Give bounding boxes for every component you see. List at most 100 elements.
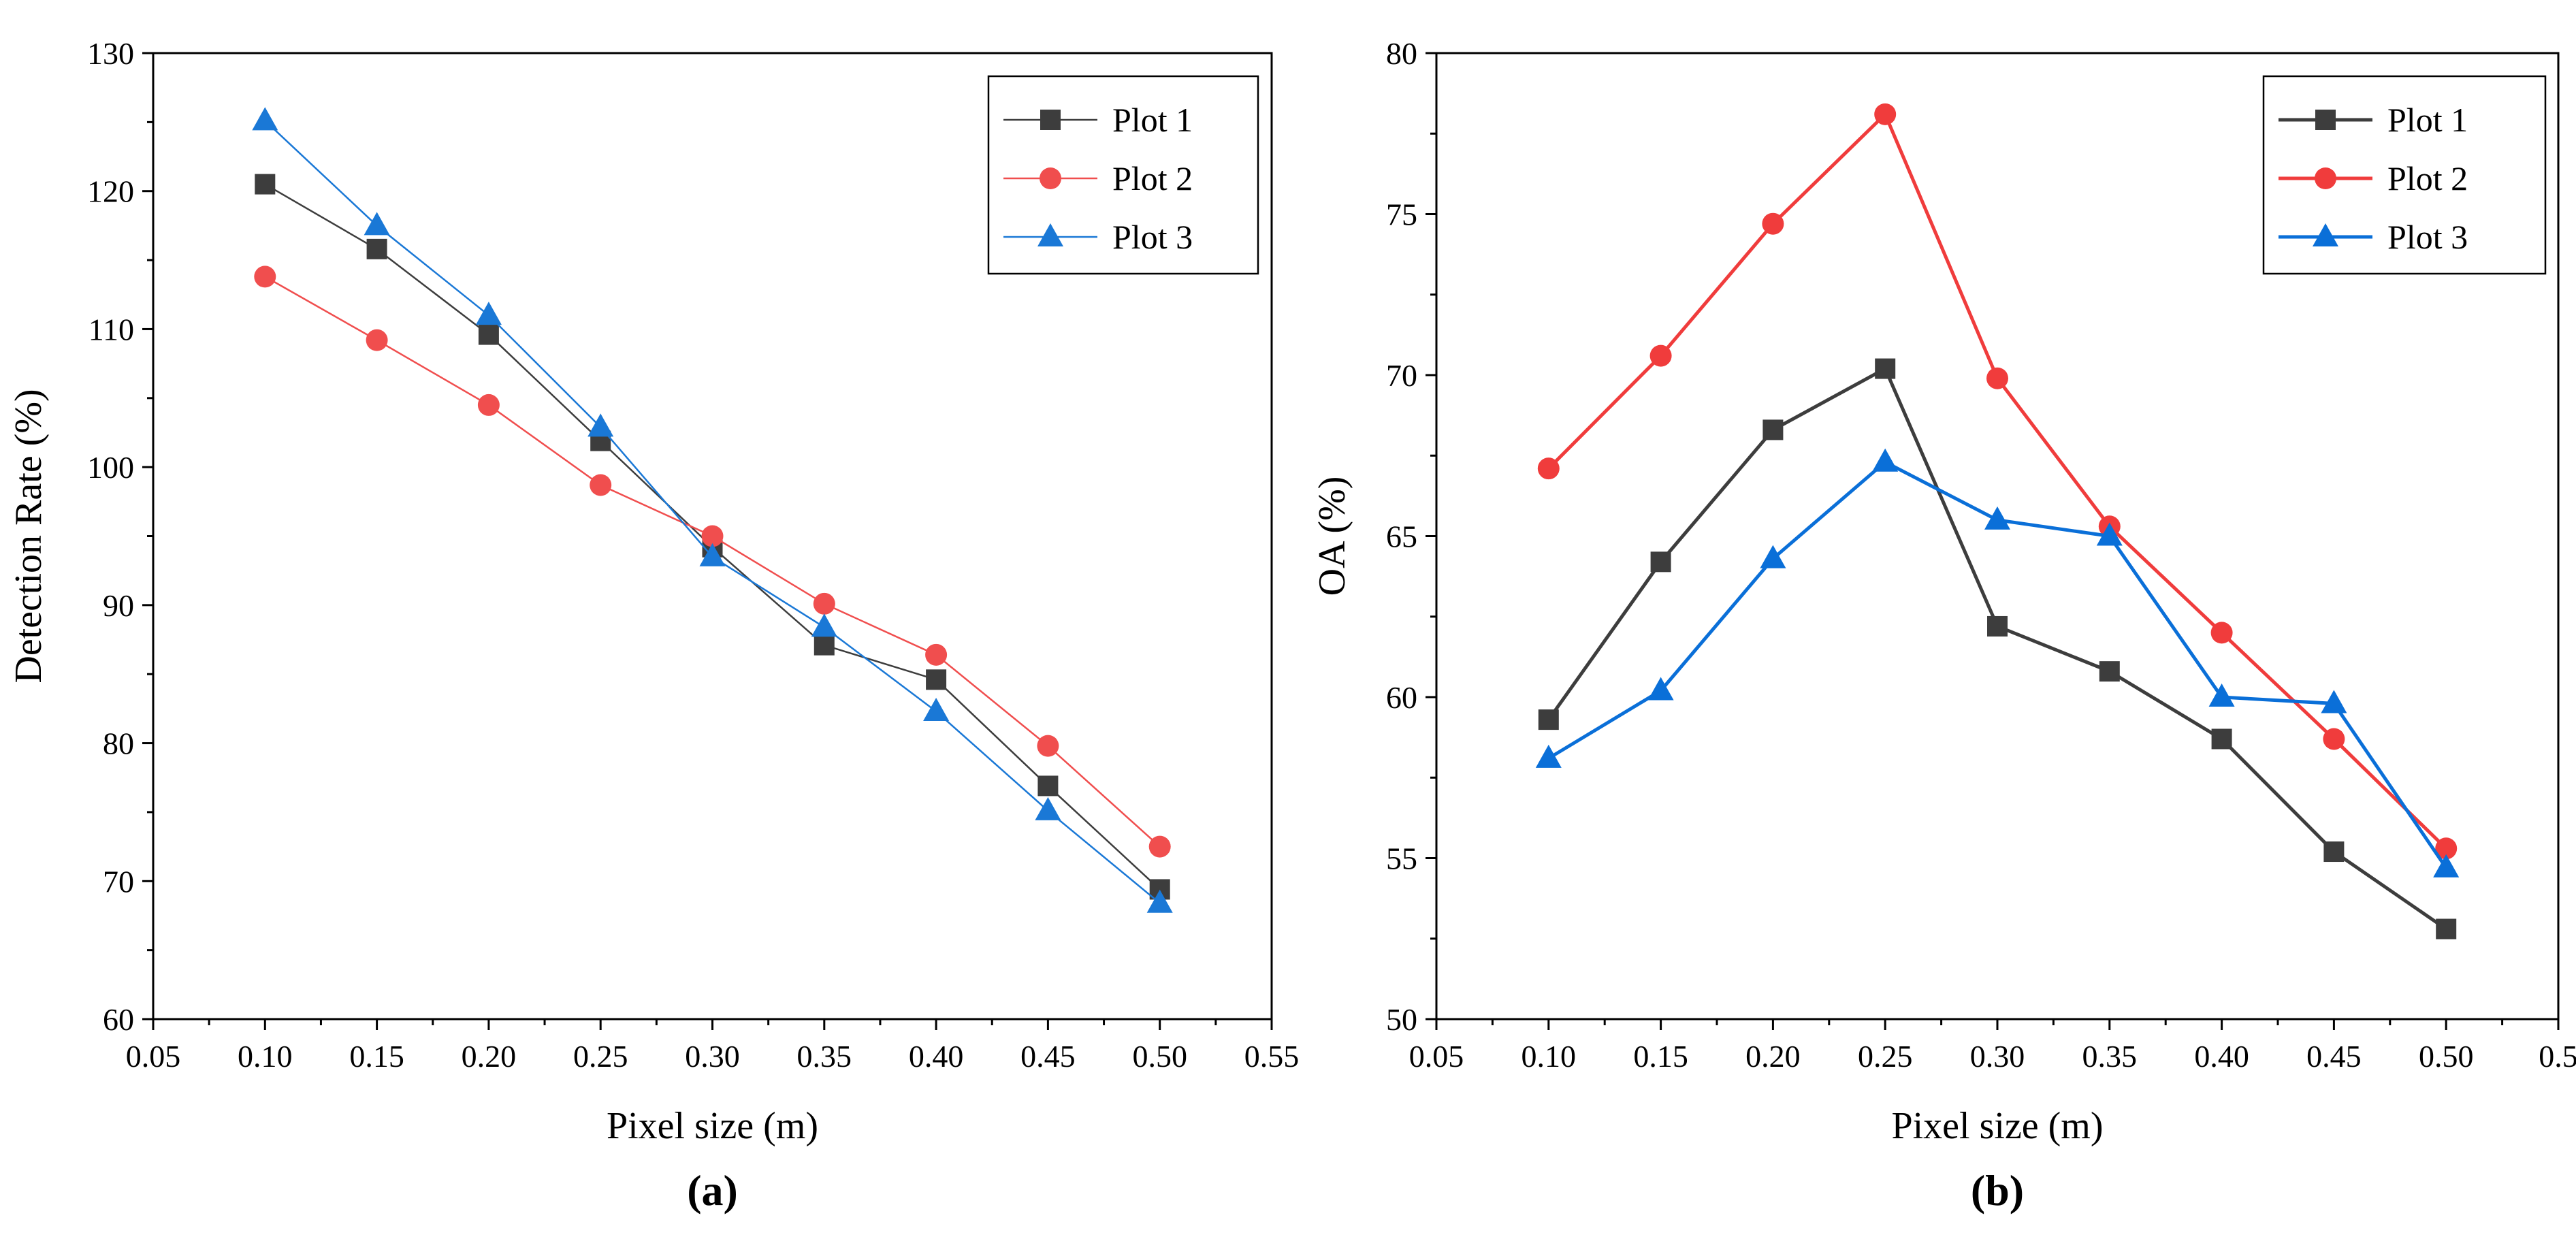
data-point: [1987, 615, 2008, 637]
y-tick-label: 70: [1386, 358, 1417, 393]
data-point: [926, 669, 947, 690]
legend-marker: [2315, 167, 2336, 189]
chart-panel-b: 0.05 0.10 0.15 0.20 0.25 0.30 0.35 0.40 0.45 0.50…: [1311, 36, 2576, 1215]
legend-marker: [2313, 223, 2338, 246]
data-point: [925, 643, 948, 666]
x-axis-title: Pixel size (m): [607, 1105, 818, 1147]
y-tick-label: 75: [1386, 197, 1417, 232]
legend-label: Plot 2: [1112, 159, 1193, 197]
data-point: [1146, 889, 1173, 913]
x-tick-label: 0.20: [462, 1039, 517, 1074]
x-tick-label: 0.05: [1409, 1039, 1464, 1074]
legend-marker: [2315, 110, 2336, 130]
series-line: [1547, 366, 2447, 931]
x-tick-label: 0.10: [1522, 1039, 1577, 1074]
data-point: [254, 266, 276, 288]
x-tick-label: 0.50: [1132, 1039, 1187, 1074]
data-point: [477, 393, 500, 416]
data-point: [478, 324, 499, 345]
y-tick-label: 55: [1386, 841, 1417, 876]
legend: Plot 1 Plot 2 Plot 3: [987, 75, 1259, 275]
x-tick-label: 0.10: [238, 1039, 293, 1074]
data-point: [2435, 837, 2458, 860]
data-point: [1875, 358, 1896, 379]
data-point: [587, 413, 614, 437]
legend-box: [987, 75, 1259, 275]
data-point: [1647, 677, 1674, 701]
y-tick-label: 110: [88, 312, 134, 347]
data-point: [1762, 419, 1784, 440]
data-point: [366, 329, 388, 351]
data-point: [1035, 797, 1061, 820]
series-3: [252, 107, 1173, 913]
data-point: [813, 592, 835, 615]
data-point: [2211, 728, 2232, 750]
legend-label: Plot 3: [2387, 218, 2468, 256]
data-point: [1037, 775, 1059, 797]
panel-label: (a): [687, 1166, 738, 1215]
data-point: [1537, 457, 1560, 480]
x-tick-label: 0.15: [349, 1039, 404, 1074]
x-tick-label: 0.25: [573, 1039, 628, 1074]
series-2: [1537, 103, 2458, 860]
x-tick-label: 0.40: [2194, 1039, 2249, 1074]
data-point: [1649, 344, 1672, 367]
data-point: [364, 212, 390, 236]
x-tick-label: 0.15: [1633, 1039, 1688, 1074]
series-1: [1538, 358, 2457, 939]
data-point: [1984, 506, 2010, 530]
y-tick-label: 65: [1386, 519, 1417, 554]
x-tick-label: 0.40: [909, 1039, 964, 1074]
data-point: [923, 697, 950, 721]
y-axis-title: Detection Rate (%): [7, 389, 50, 683]
y-tick-label: 120: [87, 174, 134, 209]
series-3: [1535, 448, 2460, 878]
y-tick-label: 80: [103, 726, 134, 761]
x-tick-label: 0.50: [2419, 1039, 2474, 1074]
data-point: [1650, 551, 1671, 573]
data-point: [2323, 841, 2345, 863]
data-point: [1148, 835, 1171, 858]
series-2: [254, 266, 1171, 858]
legend-label: Plot 3: [1112, 218, 1193, 256]
legend-marker: [1040, 110, 1061, 130]
x-tick-label: 0.20: [1745, 1039, 1801, 1074]
data-point: [1535, 744, 1562, 768]
data-point: [2433, 854, 2460, 878]
x-tick-label: 0.05: [126, 1039, 181, 1074]
data-point: [1762, 212, 1784, 235]
data-point: [811, 613, 837, 637]
data-point: [814, 634, 835, 656]
data-point: [2096, 522, 2123, 546]
x-tick-label: 0.45: [1020, 1039, 1076, 1074]
x-tick-label: 0.5: [2539, 1039, 2576, 1074]
legend-marker: [1040, 167, 1061, 189]
y-tick-label: 100: [87, 450, 134, 485]
x-tick-label: 0.35: [2082, 1039, 2138, 1074]
legend-label: Plot 1: [1112, 101, 1193, 139]
y-tick-label: 90: [103, 588, 134, 623]
data-point: [699, 543, 726, 566]
chart-panel-a: 0.05 0.10 0.15 0.20 0.25 0.30 0.35 0.40 0.45 0.50…: [7, 36, 1299, 1215]
x-tick-label: 0.30: [685, 1039, 740, 1074]
data-point: [366, 238, 387, 259]
data-point: [701, 525, 724, 547]
y-tick-label: 60: [1386, 680, 1417, 715]
legend: Plot 1 Plot 2 Plot 3: [2262, 75, 2547, 275]
legend-label: Plot 2: [2387, 159, 2468, 197]
y-axis-title: OA (%): [1311, 477, 1353, 596]
data-point: [590, 474, 612, 496]
x-tick-label: 0.45: [2306, 1039, 2362, 1074]
data-point: [1037, 735, 1059, 757]
data-point: [255, 174, 276, 195]
legend-box: [2262, 75, 2547, 275]
legend-marker: [1037, 223, 1063, 246]
data-point: [252, 107, 278, 131]
y-tick-label: 50: [1386, 1002, 1417, 1037]
data-point: [1986, 367, 2008, 389]
x-tick-label: 0.30: [1970, 1039, 2025, 1074]
y-tick-label: 130: [87, 36, 134, 71]
legend-label: Plot 1: [2387, 101, 2468, 139]
data-point: [2321, 690, 2347, 713]
